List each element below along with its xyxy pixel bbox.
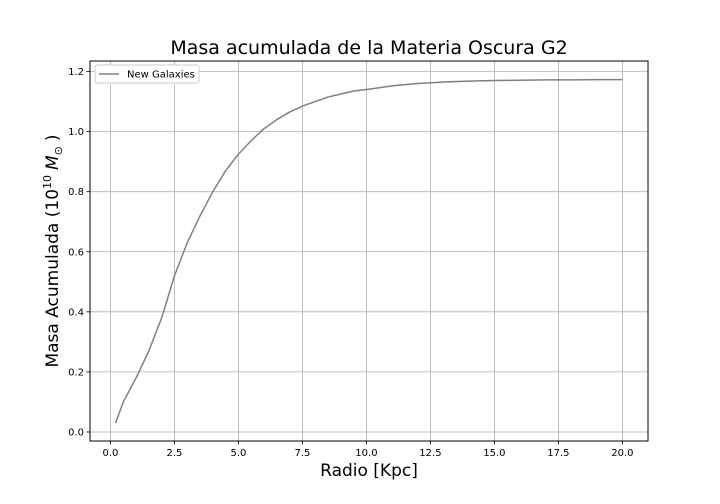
- y-axis-label: Masa Acumulada (1010 M⊙): [41, 134, 65, 367]
- y-axis-label-prefix: Masa Acumulada (10: [43, 189, 63, 368]
- x-axis-ticks: 0.0 2.5 5.0 7.5 10.0 12.5 15.0 17.5 20.0: [103, 441, 634, 459]
- legend-label: New Galaxies: [127, 70, 195, 81]
- x-tick-label: 15.0: [483, 448, 505, 459]
- y-tick-label: 0.6: [68, 247, 84, 258]
- y-tick-label: 0.2: [68, 367, 84, 378]
- y-axis-label-exponent: 10: [41, 175, 54, 189]
- series-line-new-galaxies: [114, 78, 623, 424]
- x-tick-label: 2.5: [167, 448, 183, 459]
- y-axis-label-suffix: ): [43, 134, 63, 141]
- x-tick-label: 17.5: [547, 448, 569, 459]
- chart-title: Masa acumulada de la Materia Oscura G2: [170, 37, 567, 59]
- x-tick-label: 12.5: [419, 448, 441, 459]
- y-tick-label: 0.8: [68, 187, 84, 198]
- series-layer: [114, 78, 623, 424]
- x-tick-label: 7.5: [294, 448, 310, 459]
- x-tick-label: 10.0: [355, 448, 377, 459]
- x-tick-label: 5.0: [231, 448, 247, 459]
- y-tick-label: 0.4: [68, 307, 84, 318]
- x-tick-label: 20.0: [611, 448, 633, 459]
- y-axis-label-subscript: ⊙: [52, 146, 65, 155]
- y-tick-label: 1.2: [68, 67, 84, 78]
- grid: [90, 61, 648, 441]
- y-tick-label: 0.0: [68, 427, 84, 438]
- y-axis-ticks: 0.0 0.2 0.4 0.6 0.8 1.0 1.2: [68, 67, 90, 438]
- x-tick-label: 0.0: [103, 448, 119, 459]
- x-axis-label: Radio [Kpc]: [320, 461, 418, 481]
- legend-box: [94, 64, 200, 84]
- y-tick-label: 1.0: [68, 127, 84, 138]
- plot-frame: [89, 60, 649, 442]
- y-axis-label-unit: M: [43, 155, 63, 170]
- legend: New Galaxies: [94, 64, 200, 84]
